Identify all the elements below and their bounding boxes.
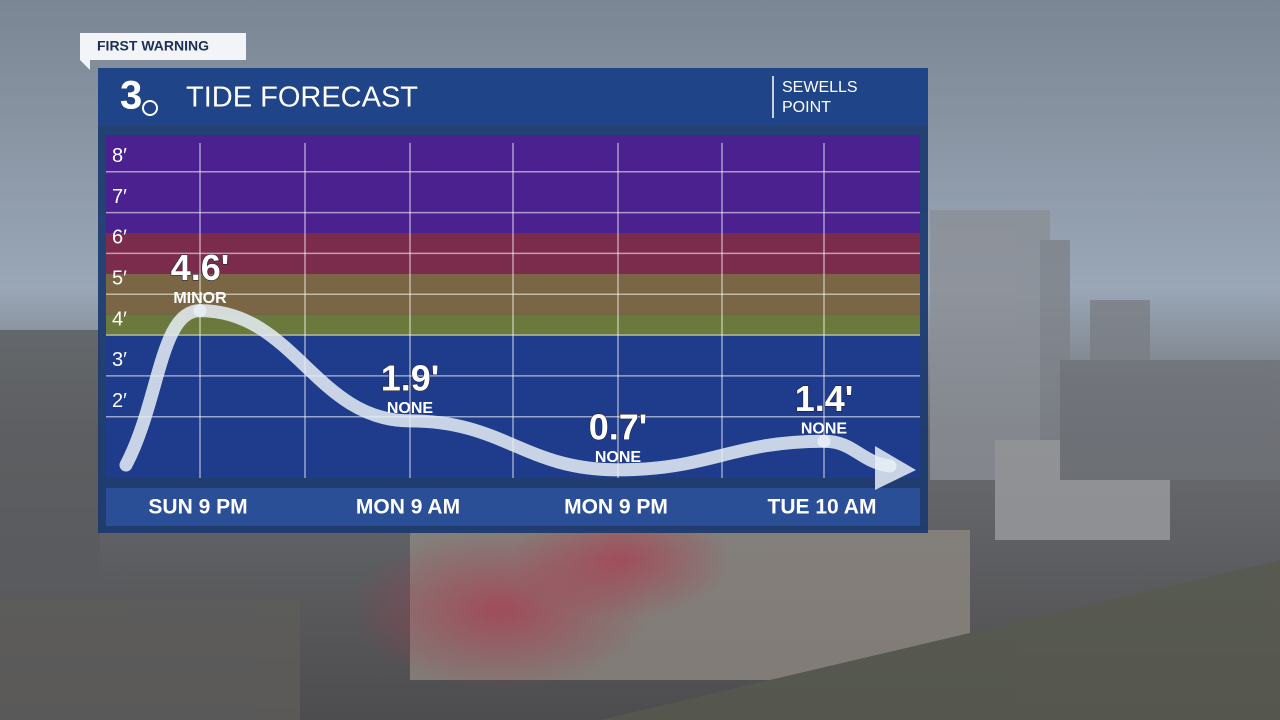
location-line: POINT xyxy=(782,99,831,116)
value-label: 0.7' xyxy=(589,406,648,447)
y-tick-label: 4′ xyxy=(112,308,127,330)
logo: 3 xyxy=(120,74,142,118)
flood-label: NONE xyxy=(387,400,434,417)
y-tick-label: 5′ xyxy=(112,268,127,290)
tide-line xyxy=(193,304,831,477)
x-tick-label: MON 9 PM xyxy=(564,496,668,519)
header-bar xyxy=(98,68,928,126)
y-tick-label: 3′ xyxy=(112,349,127,371)
badge: FIRST WARNING xyxy=(97,38,209,54)
x-tick-label: MON 9 AM xyxy=(356,496,460,519)
flood-label: NONE xyxy=(801,420,848,437)
arrow-head xyxy=(875,446,916,490)
value-label: 1.9' xyxy=(381,357,440,398)
y-tick-label: 6′ xyxy=(112,227,127,249)
category-band xyxy=(106,488,920,526)
location-line: SEWELLS xyxy=(782,79,858,96)
tide-tail xyxy=(119,304,207,472)
flood-label: MINOR xyxy=(173,290,227,307)
x-tick-label: TUE 10 AM xyxy=(768,496,877,519)
badge-box xyxy=(80,33,246,70)
logo-eye xyxy=(142,100,158,116)
x-tick-label: SUN 9 PM xyxy=(148,496,247,519)
plot: 2′ 3′ 4′ 5′ 6′ 7′ 8′ 4.6' MINOR SUN 9 PM 1.9' NONE M… xyxy=(106,135,920,519)
value-label: 4.6' xyxy=(171,247,230,288)
flood-label: NONE xyxy=(595,449,642,466)
y-tick-label: 7′ xyxy=(112,186,127,208)
chart-title: TIDE FORECAST xyxy=(186,82,418,114)
value-label: 1.4' xyxy=(795,378,854,419)
y-tick-label: 8′ xyxy=(112,145,127,167)
location: SEWELLS POINT xyxy=(782,79,858,116)
y-tick-label: 2′ xyxy=(112,390,127,412)
